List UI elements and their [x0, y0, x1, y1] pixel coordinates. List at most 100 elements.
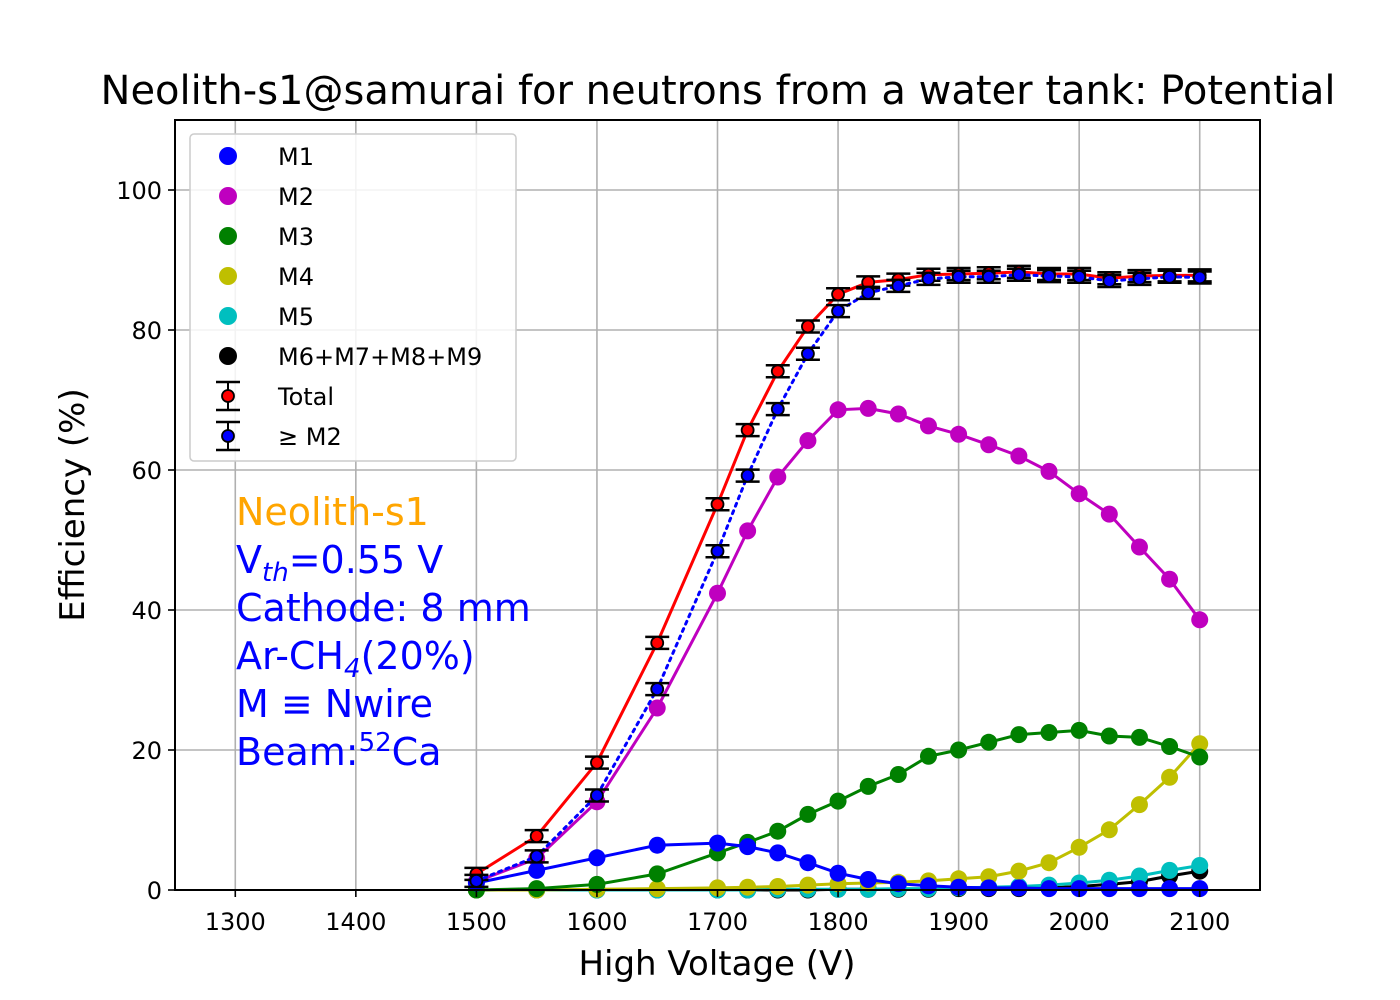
data-point: [648, 699, 666, 717]
data-point: [981, 269, 996, 284]
data-point: [710, 497, 725, 512]
legend-item: M4: [219, 263, 314, 291]
legend-marker: [219, 267, 237, 285]
annotation-subscript: th: [262, 558, 289, 588]
data-point: [1191, 611, 1209, 629]
data-point: [709, 879, 726, 897]
legend-item: M2: [219, 183, 314, 211]
data-point: [1102, 274, 1117, 288]
data-point: [891, 278, 906, 293]
data-point: [769, 822, 787, 840]
data-point: [801, 346, 815, 361]
data-point: [739, 838, 757, 856]
data-point: [1070, 880, 1088, 898]
x-axis-label: High Voltage (V): [578, 944, 855, 984]
data-point: [588, 875, 606, 893]
legend-label: ≥ M2: [278, 423, 342, 451]
annotation-subscript: 4: [344, 654, 361, 684]
y-tick-label: 60: [131, 457, 162, 485]
data-point: [1040, 724, 1058, 741]
data-point: [921, 271, 936, 286]
annotation-text: Neolith-s1: [236, 490, 429, 534]
legend-item: M5: [219, 303, 314, 331]
legend-marker: [219, 147, 237, 165]
annotation-text: Ar-CH: [236, 634, 344, 678]
data-point: [1132, 271, 1147, 286]
legend-label: Total: [277, 383, 334, 411]
data-point: [919, 417, 937, 435]
x-tick-label: 1300: [205, 908, 266, 936]
data-point: [980, 879, 998, 897]
data-point: [829, 401, 847, 419]
data-point: [1072, 269, 1087, 284]
data-point: [1130, 796, 1148, 814]
x-tick-label: 2100: [1169, 908, 1230, 936]
data-point: [1191, 748, 1209, 766]
legend-item: M3: [219, 223, 314, 251]
data-point: [1011, 267, 1026, 282]
data-point: [469, 874, 484, 888]
legend-marker: [221, 429, 235, 443]
annotation-line: M ≡ Nwire: [236, 682, 433, 726]
data-point: [1040, 854, 1058, 872]
data-point: [950, 741, 968, 759]
legend-item: Total: [216, 380, 334, 412]
data-point: [950, 425, 968, 443]
data-point: [769, 844, 787, 862]
annotation-rest: Ca: [392, 730, 442, 774]
data-point: [648, 836, 666, 854]
data-point: [1130, 880, 1148, 898]
data-point: [1100, 880, 1118, 898]
x-tick-label: 1800: [808, 908, 869, 936]
data-point: [889, 766, 907, 783]
axis-ticks: 1300 1400 1500 1600 1700 1800 1900 2000 2100 0 20 4…: [116, 177, 1230, 936]
y-tick-label: 20: [131, 737, 162, 765]
data-point: [740, 468, 755, 483]
data-point: [1100, 505, 1118, 523]
data-point: [799, 854, 817, 872]
data-point: [1191, 880, 1209, 898]
data-point: [1040, 462, 1058, 480]
data-point: [739, 522, 757, 540]
data-point: [1010, 879, 1028, 897]
data-point: [859, 399, 877, 417]
data-point: [740, 423, 755, 438]
data-point: [588, 849, 606, 867]
data-point: [1161, 861, 1179, 879]
data-point: [1070, 838, 1088, 856]
data-point: [831, 304, 845, 319]
data-point: [1191, 857, 1209, 874]
data-point: [1161, 768, 1179, 786]
legend-marker: [219, 307, 237, 325]
data-point: [861, 285, 876, 300]
series-m2: [464, 267, 1212, 889]
data-point: [650, 682, 665, 696]
legend-item: M1: [219, 143, 314, 171]
data-point: [770, 402, 785, 417]
legend-marker: [219, 347, 237, 365]
data-point: [528, 861, 546, 879]
data-point: [829, 864, 847, 882]
x-tick-label: 1600: [566, 908, 627, 936]
data-point: [889, 405, 907, 423]
data-point: [829, 792, 847, 810]
annotation-line: Beam:52Ca: [236, 728, 441, 774]
data-point: [1192, 270, 1207, 285]
legend-label: M1: [278, 143, 314, 171]
data-point: [1130, 728, 1148, 746]
data-point: [1010, 726, 1028, 744]
x-tick-label: 1400: [325, 908, 386, 936]
data-point: [801, 319, 815, 334]
y-axis-label: Efficiency (%): [53, 388, 93, 621]
data-point: [529, 829, 544, 843]
annotation-rest: (20%): [361, 634, 475, 678]
data-point: [919, 877, 937, 895]
data-point: [1010, 862, 1028, 880]
data-point: [1191, 735, 1209, 753]
data-point: [1100, 821, 1118, 839]
data-point: [528, 880, 546, 898]
data-point: [799, 805, 817, 823]
x-tick-label: 1900: [928, 908, 989, 936]
